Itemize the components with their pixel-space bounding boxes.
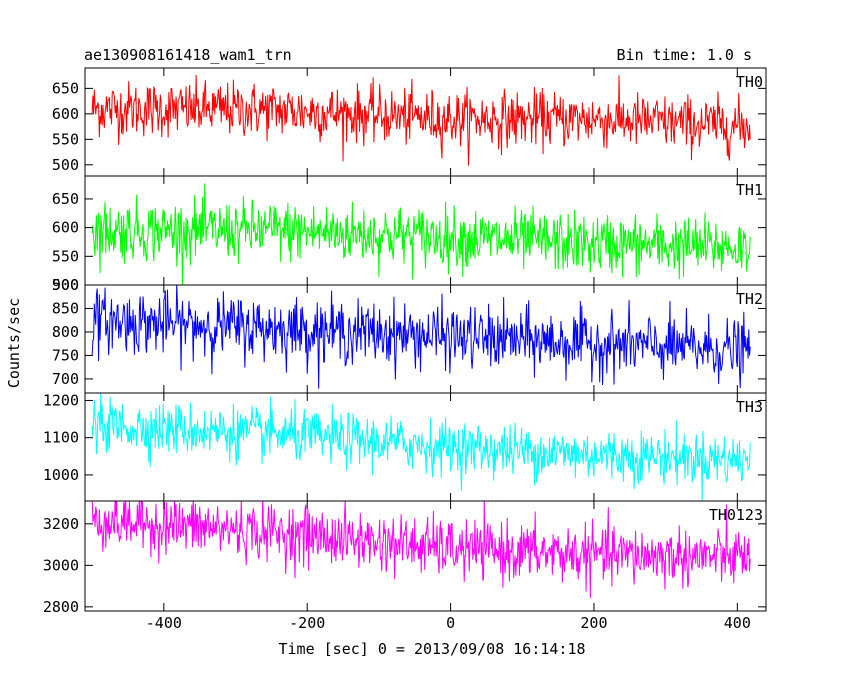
panel-frame-th0123	[84, 500, 767, 612]
ytick-label: 800	[52, 323, 79, 341]
ytick-label: 850	[52, 299, 79, 317]
panel-label-th3: TH3	[736, 398, 763, 416]
ytick-label: 750	[52, 346, 79, 364]
series-line-th3	[91, 393, 751, 501]
panel-label-th0: TH0	[736, 73, 763, 91]
ytick-label: 1000	[43, 466, 79, 484]
ytick-label: 500	[52, 276, 79, 294]
panel-label-th0123: TH0123	[709, 506, 763, 524]
ytick-label: 550	[52, 247, 79, 265]
xtick-label: -400	[146, 614, 182, 632]
observation-title: ae130908161418_wam1_trn	[84, 46, 292, 64]
bin-time-label: Bin time: 1.0 s	[616, 46, 752, 64]
ytick-label: 2800	[43, 598, 79, 616]
xtick-label: 0	[446, 614, 455, 632]
series-line-th0123	[91, 501, 751, 598]
ytick-label: 650	[52, 190, 79, 208]
ytick-label: 900	[52, 276, 79, 294]
ytick-label: 650	[52, 79, 79, 97]
series-line-th1	[91, 183, 751, 285]
xtick-label: -200	[289, 614, 325, 632]
ytick-label: 3200	[43, 515, 79, 533]
series-line-th0	[91, 74, 751, 166]
ytick-label: 600	[52, 219, 79, 237]
series-line-th2	[91, 285, 751, 389]
ytick-label: 700	[52, 370, 79, 388]
ytick-label: 3000	[43, 556, 79, 574]
panel-label-th2: TH2	[736, 290, 763, 308]
ytick-label: 1200	[43, 391, 79, 409]
ytick-label: 600	[52, 105, 79, 123]
xtick-label: 400	[724, 614, 751, 632]
ytick-label: 550	[52, 130, 79, 148]
xtick-label: 200	[580, 614, 607, 632]
panel-label-th1: TH1	[736, 181, 763, 199]
x-axis-label: Time [sec] 0 = 2013/09/08 16:14:18	[278, 640, 586, 658]
ytick-label: 1100	[43, 429, 79, 447]
ytick-label: 500	[52, 156, 79, 174]
